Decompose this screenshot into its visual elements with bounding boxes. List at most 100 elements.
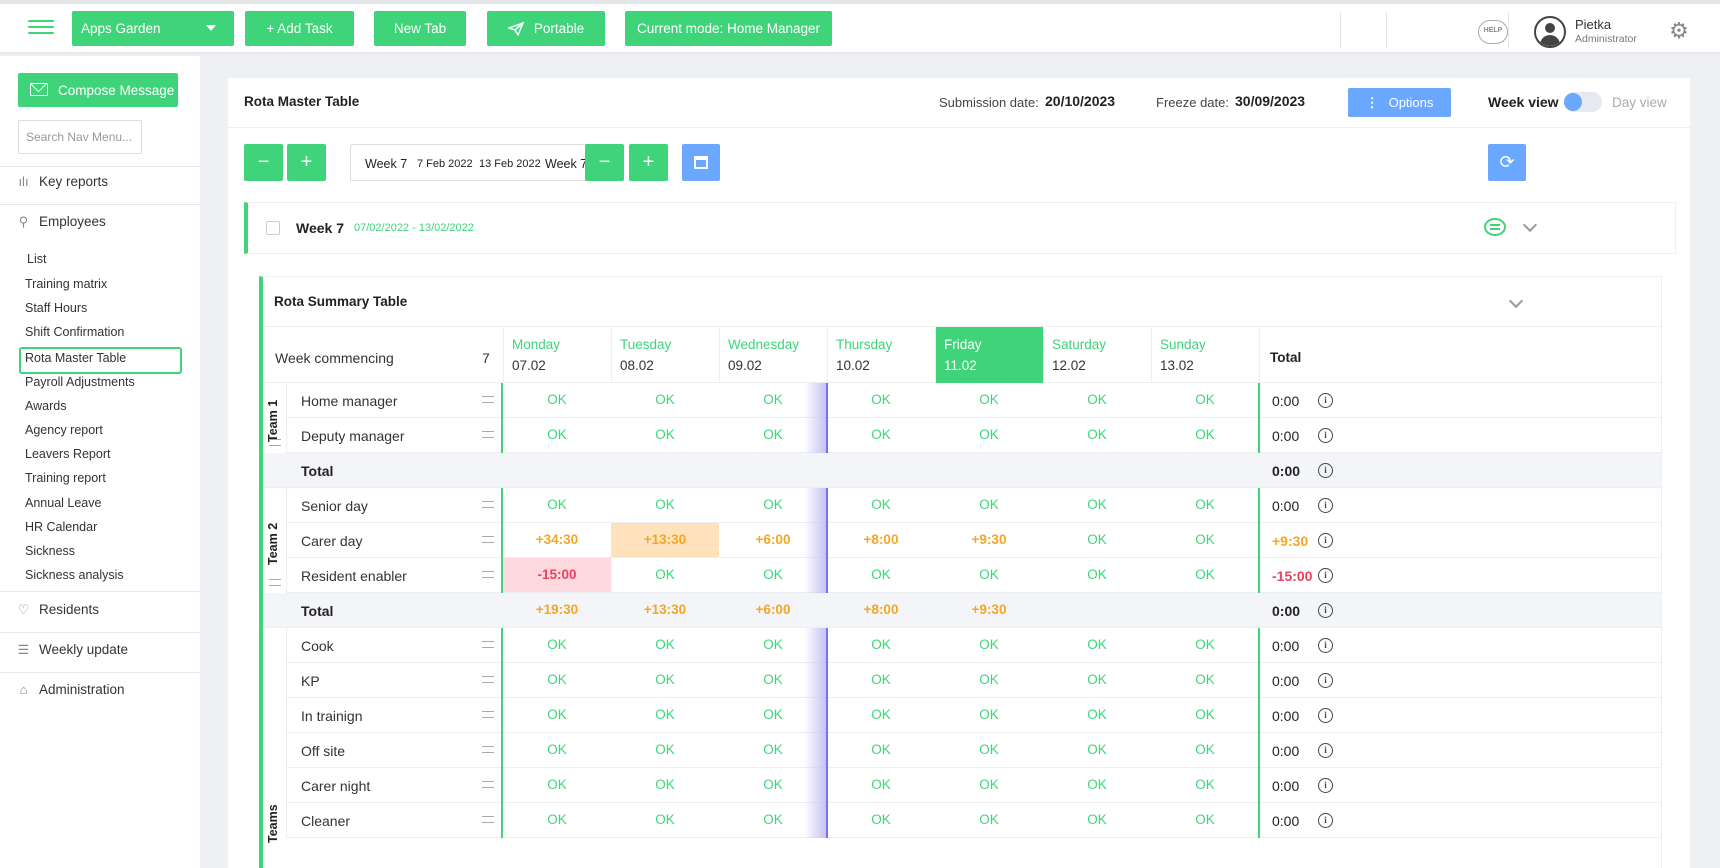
rota-cell[interactable]: OK [763,707,783,722]
rota-cell[interactable]: OK [1087,777,1107,792]
mode-button[interactable]: Current mode: Home Manager [625,11,832,46]
rota-cell[interactable]: OK [871,392,891,407]
rota-cell[interactable]: +6:00 [755,532,791,547]
rota-cell[interactable]: OK [1195,707,1215,722]
rota-cell[interactable]: OK [871,637,891,652]
rota-cell[interactable]: OK [871,707,891,722]
org-select[interactable]: Apps Garden [72,11,234,46]
rota-cell[interactable]: OK [979,742,999,757]
new-tab-button[interactable]: New Tab [374,11,466,46]
chevron-down-icon[interactable] [1508,293,1524,309]
rota-cell[interactable]: OK [871,567,891,582]
rota-cell[interactable]: OK [1195,567,1215,582]
rota-cell[interactable]: OK [547,777,567,792]
gear-icon[interactable]: ⚙ [1669,18,1689,43]
sidebar-item-administration[interactable]: ⌂ Administration [16,682,125,697]
sidebar-item-employees[interactable]: ⚲ Employees [16,214,106,229]
sidebar-item-residents[interactable]: ♡ Residents [16,602,99,617]
rota-cell[interactable]: OK [1195,812,1215,827]
rota-cell[interactable]: OK [1087,497,1107,512]
week-checkbox[interactable] [266,221,280,235]
rota-cell[interactable]: OK [547,672,567,687]
options-button[interactable]: ⋮ Options [1348,88,1451,117]
day-header-friday[interactable]: Friday 11.02 [935,327,1043,383]
rota-cell[interactable]: OK [1195,392,1215,407]
rota-cell[interactable]: +9:30 [971,532,1007,547]
rota-cell[interactable]: OK [655,777,675,792]
rota-cell[interactable]: OK [979,812,999,827]
sidebar-subitem-staff-hours[interactable]: Staff Hours [25,301,88,315]
info-icon[interactable]: i [1318,428,1333,443]
sidebar-subitem-list[interactable]: List [27,252,47,266]
rota-cell[interactable]: OK [979,427,999,442]
drag-handle-icon[interactable] [482,641,494,648]
rota-cell[interactable]: OK [763,812,783,827]
rota-cell[interactable]: OK [763,392,783,407]
rota-cell[interactable]: OK [1087,567,1107,582]
rota-cell[interactable]: OK [547,707,567,722]
sidebar-item-weekly-update[interactable]: ☰ Weekly update [16,642,128,657]
rota-cell[interactable]: OK [763,742,783,757]
comment-icon[interactable] [1484,218,1506,236]
drag-handle-icon[interactable] [482,571,494,578]
calendar-button[interactable] [682,144,720,181]
sidebar-subitem-training-matrix[interactable]: Training matrix [25,277,108,291]
info-icon[interactable]: i [1318,708,1333,723]
day-view-label[interactable]: Day view [1612,95,1667,110]
drag-handle-icon[interactable] [482,431,494,438]
rota-cell[interactable]: OK [1087,672,1107,687]
rota-cell[interactable]: OK [763,777,783,792]
info-icon[interactable]: i [1318,463,1333,478]
day-header-sunday[interactable]: Sunday 13.02 [1151,327,1259,383]
rota-cell[interactable]: OK [979,637,999,652]
menu-icon[interactable] [28,20,54,40]
rota-cell[interactable]: OK [871,497,891,512]
sidebar-subitem-agency-report[interactable]: Agency report [25,423,103,437]
prev-week-minus-button[interactable]: − [244,144,283,181]
info-icon[interactable]: i [1318,603,1333,618]
rota-cell[interactable]: OK [979,777,999,792]
sidebar-subitem-leavers-report[interactable]: Leavers Report [25,447,111,461]
rota-cell[interactable]: OK [979,392,999,407]
day-header-saturday[interactable]: Saturday 12.02 [1043,327,1151,383]
rota-cell[interactable]: OK [1087,812,1107,827]
rota-cell[interactable]: OK [1087,427,1107,442]
drag-handle-icon[interactable] [482,676,494,683]
rota-cell[interactable]: OK [1087,637,1107,652]
chevron-down-icon[interactable] [1522,217,1538,233]
drag-handle-icon[interactable] [482,816,494,823]
rota-cell[interactable]: OK [1087,532,1107,547]
rota-cell[interactable]: OK [547,392,567,407]
rota-cell[interactable]: OK [547,497,567,512]
rota-cell[interactable]: -15:00 [503,558,611,592]
rota-cell[interactable]: +19:30 [535,602,579,617]
compose-message-button[interactable]: Compose Message [18,73,178,107]
sidebar-subitem-payroll-adjustments[interactable]: Payroll Adjustments [25,375,135,389]
rota-cell[interactable]: +6:00 [755,602,791,617]
rota-cell[interactable]: OK [979,707,999,722]
rota-cell[interactable]: OK [655,392,675,407]
sidebar-subitem-shift-confirmation[interactable]: Shift Confirmation [25,325,125,339]
day-header-monday[interactable]: Monday 07.02 [503,327,611,383]
rota-cell[interactable]: OK [655,812,675,827]
day-header-tuesday[interactable]: Tuesday 08.02 [611,327,719,383]
next-week-plus-button[interactable]: + [629,144,668,181]
nav-search-input[interactable] [18,120,142,154]
sidebar-subitem-annual-leave[interactable]: Annual Leave [25,496,102,510]
info-icon[interactable]: i [1318,778,1333,793]
rota-cell[interactable]: OK [763,497,783,512]
rota-cell[interactable]: OK [1087,392,1107,407]
rota-cell[interactable]: OK [871,427,891,442]
sidebar-item-key-reports[interactable]: ılı Key reports [16,174,108,189]
rota-cell[interactable]: +13:30 [643,602,687,617]
rota-cell[interactable]: OK [1195,672,1215,687]
sidebar-subitem-rota-master-table[interactable]: Rota Master Table [25,351,127,365]
sidebar-subitem-awards[interactable]: Awards [25,399,67,413]
drag-handle-icon[interactable] [269,439,281,446]
prev-week-plus-button[interactable]: + [287,144,326,181]
rota-cell[interactable]: OK [979,567,999,582]
rota-cell[interactable]: OK [871,812,891,827]
info-icon[interactable]: i [1318,673,1333,688]
rota-cell[interactable]: OK [763,672,783,687]
rota-cell[interactable]: OK [1195,777,1215,792]
